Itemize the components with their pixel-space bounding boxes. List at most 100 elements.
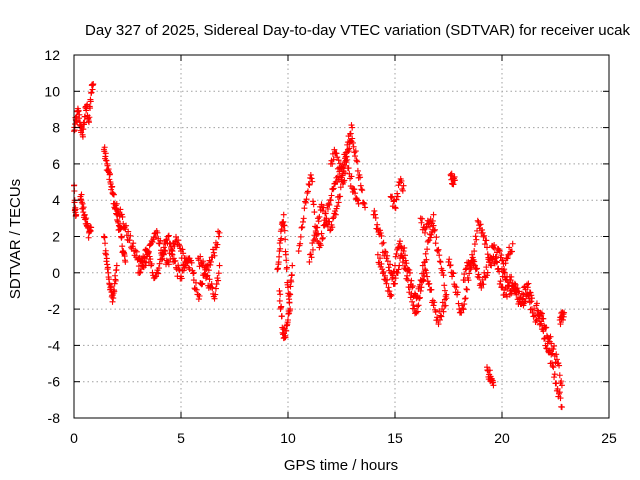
y-tick-label: -8 (48, 410, 61, 426)
data-point (473, 266, 480, 273)
data-point (126, 237, 133, 244)
data-point (159, 255, 166, 262)
data-point (484, 269, 491, 276)
data-point (543, 324, 550, 331)
data-point (354, 197, 361, 204)
data-point (214, 241, 221, 248)
data-point (499, 256, 506, 263)
data-point (496, 247, 503, 254)
data-point (394, 190, 401, 197)
data-point (431, 299, 438, 306)
data-point (343, 159, 350, 166)
data-point (481, 232, 488, 239)
data-point (156, 240, 163, 247)
data-point (512, 281, 519, 288)
y-tick-label: 8 (52, 120, 60, 136)
data-point (309, 240, 316, 247)
data-point (88, 89, 95, 96)
data-point (342, 170, 349, 177)
data-point (314, 215, 321, 222)
data-point (345, 165, 352, 172)
y-tick-label: -2 (48, 301, 61, 317)
data-point (330, 185, 337, 192)
data-point (486, 367, 493, 374)
data-point (450, 270, 457, 277)
data-point (80, 126, 87, 133)
data-point (165, 232, 172, 239)
data-point (447, 262, 454, 269)
data-point (349, 135, 356, 142)
data-point (337, 184, 344, 191)
data-point (178, 275, 185, 282)
data-point (200, 258, 207, 265)
data-point (287, 283, 294, 290)
data-point (127, 232, 134, 239)
y-tick-label: 12 (44, 47, 60, 63)
data-point (138, 266, 145, 273)
data-point (438, 313, 445, 320)
data-point (409, 282, 416, 289)
data-point (149, 239, 156, 246)
data-point (531, 305, 538, 312)
data-point (188, 259, 195, 266)
data-point (374, 221, 381, 228)
data-point (484, 251, 491, 258)
data-point (212, 285, 219, 292)
data-point (393, 250, 400, 257)
data-point (484, 244, 491, 251)
data-point (462, 295, 469, 302)
data-point (545, 348, 552, 355)
data-point (441, 282, 448, 289)
data-point (78, 191, 85, 198)
data-point (380, 268, 387, 275)
data-point (553, 356, 560, 363)
data-point (504, 255, 511, 262)
data-point (165, 261, 172, 268)
data-point (277, 245, 284, 252)
data-point (377, 255, 384, 262)
chart-title: Day 327 of 2025, Sidereal Day-to-day VTE… (85, 22, 630, 39)
data-point (80, 204, 87, 211)
data-point (354, 158, 361, 165)
data-point (498, 252, 505, 259)
data-point (556, 362, 563, 369)
data-point (316, 213, 323, 220)
data-point (431, 227, 438, 234)
data-point (347, 139, 354, 146)
data-point (523, 290, 530, 297)
data-point (382, 272, 389, 279)
data-point (453, 284, 460, 291)
data-point (306, 181, 313, 188)
data-point (335, 199, 342, 206)
data-point (109, 298, 116, 305)
data-point (382, 248, 389, 255)
data-point (283, 257, 290, 264)
data-point (506, 282, 513, 289)
data-point (155, 270, 162, 277)
data-point (374, 251, 381, 258)
data-point (173, 233, 180, 240)
data-point (303, 196, 310, 203)
data-point (350, 143, 357, 150)
data-point (416, 295, 423, 302)
data-point (378, 260, 385, 267)
data-point (352, 148, 359, 155)
data-point (406, 269, 413, 276)
data-point (119, 213, 126, 220)
data-point (436, 252, 443, 259)
data-point (348, 173, 355, 180)
data-point (514, 285, 521, 292)
data-point (305, 181, 312, 188)
data-point (319, 234, 326, 241)
data-point (441, 296, 448, 303)
data-point (496, 248, 503, 255)
data-point (86, 114, 93, 121)
data-point (192, 286, 199, 293)
data-point (399, 187, 406, 194)
data-point (382, 249, 389, 256)
data-point (190, 269, 197, 276)
data-point (90, 81, 97, 88)
data-point (87, 98, 94, 105)
data-point (466, 270, 473, 277)
data-point (502, 260, 509, 267)
